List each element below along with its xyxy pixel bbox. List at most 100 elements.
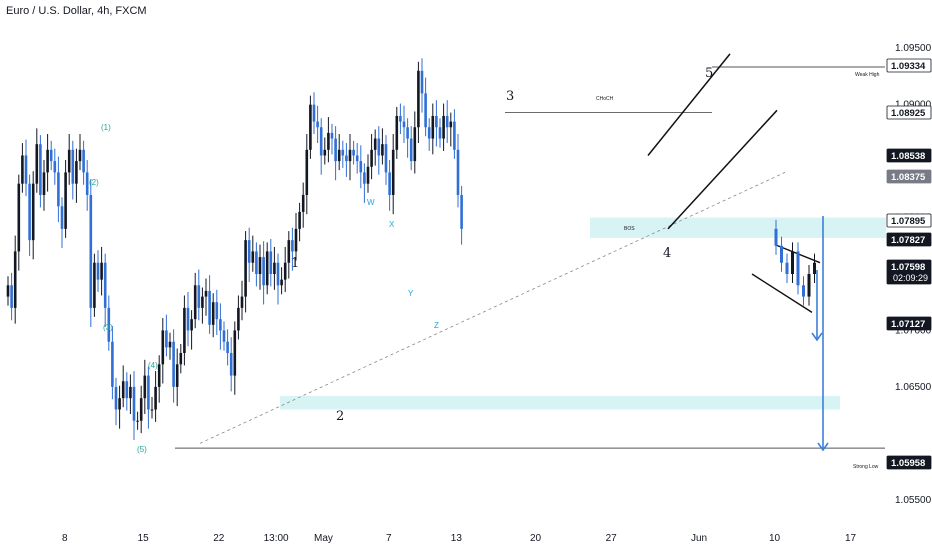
candle-body bbox=[384, 144, 388, 173]
candle-body bbox=[165, 330, 168, 348]
candle-body bbox=[143, 375, 147, 399]
candle-body bbox=[431, 115, 435, 139]
candle-body bbox=[807, 274, 811, 297]
candlesticks bbox=[6, 58, 816, 440]
channel-lower bbox=[667, 109, 778, 230]
candle-body bbox=[323, 149, 327, 156]
price-badge-label: 1.09334 bbox=[891, 61, 926, 72]
candle-body bbox=[193, 285, 197, 320]
candle-body bbox=[287, 240, 291, 263]
price-tick: 1.07000 bbox=[895, 325, 932, 336]
price-badge bbox=[886, 213, 932, 228]
candle-body bbox=[129, 386, 132, 399]
price-tick: 1.06500 bbox=[895, 382, 932, 393]
candle-body bbox=[64, 172, 67, 229]
candle-body bbox=[301, 194, 305, 212]
candle-body bbox=[21, 155, 24, 184]
candle-body bbox=[132, 386, 136, 421]
candle-body bbox=[204, 290, 208, 297]
candle-body bbox=[147, 375, 150, 410]
time-tick: 8 bbox=[62, 533, 68, 544]
candle-body bbox=[417, 70, 420, 128]
candle-body bbox=[334, 138, 337, 162]
candle-body bbox=[31, 183, 35, 241]
candle-body bbox=[363, 172, 366, 184]
candle-body bbox=[67, 149, 71, 173]
candle-body bbox=[168, 341, 172, 348]
candle-body bbox=[345, 155, 348, 162]
candle-body bbox=[100, 262, 103, 280]
time-tick: 13:00 bbox=[264, 533, 289, 544]
supply-demand-zone bbox=[590, 217, 886, 238]
candle-body bbox=[377, 138, 381, 156]
price-badge bbox=[886, 455, 932, 470]
candle-body bbox=[780, 245, 783, 263]
candle-body bbox=[355, 155, 359, 162]
candle-body bbox=[6, 285, 10, 297]
candle-body bbox=[791, 251, 794, 274]
candle-body bbox=[60, 206, 64, 229]
candle-body bbox=[255, 251, 258, 274]
candle-body bbox=[71, 149, 75, 184]
candle-body bbox=[337, 149, 341, 162]
candle-body bbox=[424, 93, 427, 128]
candle-body bbox=[229, 353, 233, 376]
candle-body bbox=[219, 319, 222, 331]
price-badge bbox=[886, 148, 932, 163]
time-tick: 20 bbox=[530, 533, 542, 544]
candle-body bbox=[222, 330, 226, 342]
candle-body bbox=[283, 262, 287, 280]
candle-body bbox=[211, 302, 215, 325]
candle-body bbox=[265, 251, 269, 286]
candle-body bbox=[305, 149, 309, 195]
candle-body bbox=[316, 121, 319, 128]
time-tick: Jun bbox=[691, 533, 707, 544]
candle-body bbox=[13, 251, 17, 308]
candle-body bbox=[370, 149, 373, 167]
price-tick: 1.09500 bbox=[895, 43, 932, 54]
candle-body bbox=[57, 172, 60, 207]
channel-upper bbox=[647, 53, 731, 156]
candle-body bbox=[28, 183, 31, 241]
wave-5-label: 5 bbox=[705, 66, 713, 81]
candle-body bbox=[154, 386, 157, 410]
candle-body bbox=[121, 381, 125, 399]
candle-body bbox=[226, 341, 229, 354]
price-tick: 1.05500 bbox=[895, 495, 932, 506]
lower-demand-zone bbox=[280, 395, 840, 410]
candle-body bbox=[53, 161, 57, 173]
candle-body bbox=[179, 353, 183, 365]
candle-body bbox=[298, 211, 301, 229]
candle-body bbox=[107, 307, 111, 342]
candle-body bbox=[136, 420, 139, 422]
candle-body bbox=[309, 104, 312, 150]
candle-body bbox=[251, 251, 255, 263]
candle-body bbox=[262, 257, 265, 286]
price-badge-label: 1.07895 bbox=[891, 216, 926, 227]
target-arrow-long-head bbox=[817, 442, 829, 452]
candle-body bbox=[406, 127, 409, 139]
candle-body bbox=[327, 132, 330, 150]
candle-body bbox=[330, 132, 334, 139]
candle-body bbox=[366, 166, 370, 184]
candle-body bbox=[150, 409, 154, 411]
time-tick: 7 bbox=[386, 533, 392, 544]
price-badge-label: 1.08375 bbox=[891, 172, 926, 183]
candle-body bbox=[312, 104, 316, 122]
price-badge-label: 1.08538 bbox=[891, 151, 925, 162]
time-tick: 17 bbox=[845, 533, 857, 544]
candle-body bbox=[114, 386, 118, 410]
candle-body bbox=[391, 149, 395, 195]
candle-body bbox=[183, 307, 186, 354]
candle-body bbox=[17, 183, 21, 252]
price-badge-label: 1.05958 bbox=[891, 458, 925, 469]
demand-zones bbox=[280, 217, 886, 410]
candle-body bbox=[276, 262, 280, 286]
candle-body bbox=[215, 302, 219, 320]
candle-body bbox=[359, 161, 363, 173]
subwave-3-label: (3) bbox=[103, 323, 113, 332]
time-tick: 15 bbox=[138, 533, 150, 544]
candle-body bbox=[802, 285, 805, 297]
candle-body bbox=[291, 240, 294, 252]
